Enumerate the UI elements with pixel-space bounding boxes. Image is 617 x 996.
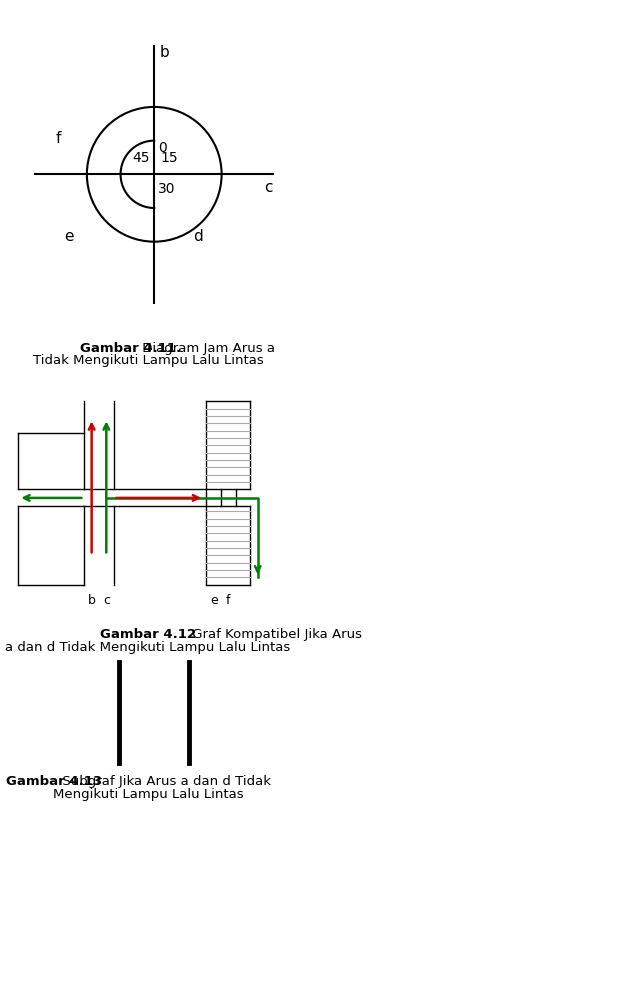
Text: Gambar 4.13: Gambar 4.13 (6, 775, 102, 788)
Text: d: d (193, 229, 203, 244)
Text: . Subgraf Jika Arus a dan d Tidak: . Subgraf Jika Arus a dan d Tidak (54, 775, 271, 788)
Text: e: e (64, 229, 73, 244)
Text: f: f (56, 130, 61, 145)
Text: Mengikuti Lampu Lalu Lintas: Mengikuti Lampu Lalu Lintas (53, 788, 243, 801)
Text: Tidak Mengikuti Lampu Lalu Lintas: Tidak Mengikuti Lampu Lalu Lintas (33, 354, 263, 367)
Text: f: f (226, 595, 231, 608)
Text: 15: 15 (160, 151, 178, 165)
Text: Gambar 4.11.: Gambar 4.11. (80, 342, 181, 355)
Text: 30: 30 (159, 182, 176, 196)
Text: Gambar 4.12: Gambar 4.12 (100, 628, 196, 641)
Text: b: b (159, 45, 169, 60)
Text: Graf Kompatibel Jika Arus: Graf Kompatibel Jika Arus (188, 628, 362, 641)
Text: e: e (210, 595, 218, 608)
Text: c: c (103, 595, 110, 608)
Text: a dan d Tidak Mengikuti Lampu Lalu Lintas: a dan d Tidak Mengikuti Lampu Lalu Linta… (6, 641, 291, 654)
Text: 45: 45 (133, 151, 150, 165)
Text: c: c (264, 179, 273, 195)
Text: b: b (88, 595, 96, 608)
Text: 0: 0 (159, 140, 167, 154)
Text: Diagram Jam Arus a: Diagram Jam Arus a (138, 342, 275, 355)
